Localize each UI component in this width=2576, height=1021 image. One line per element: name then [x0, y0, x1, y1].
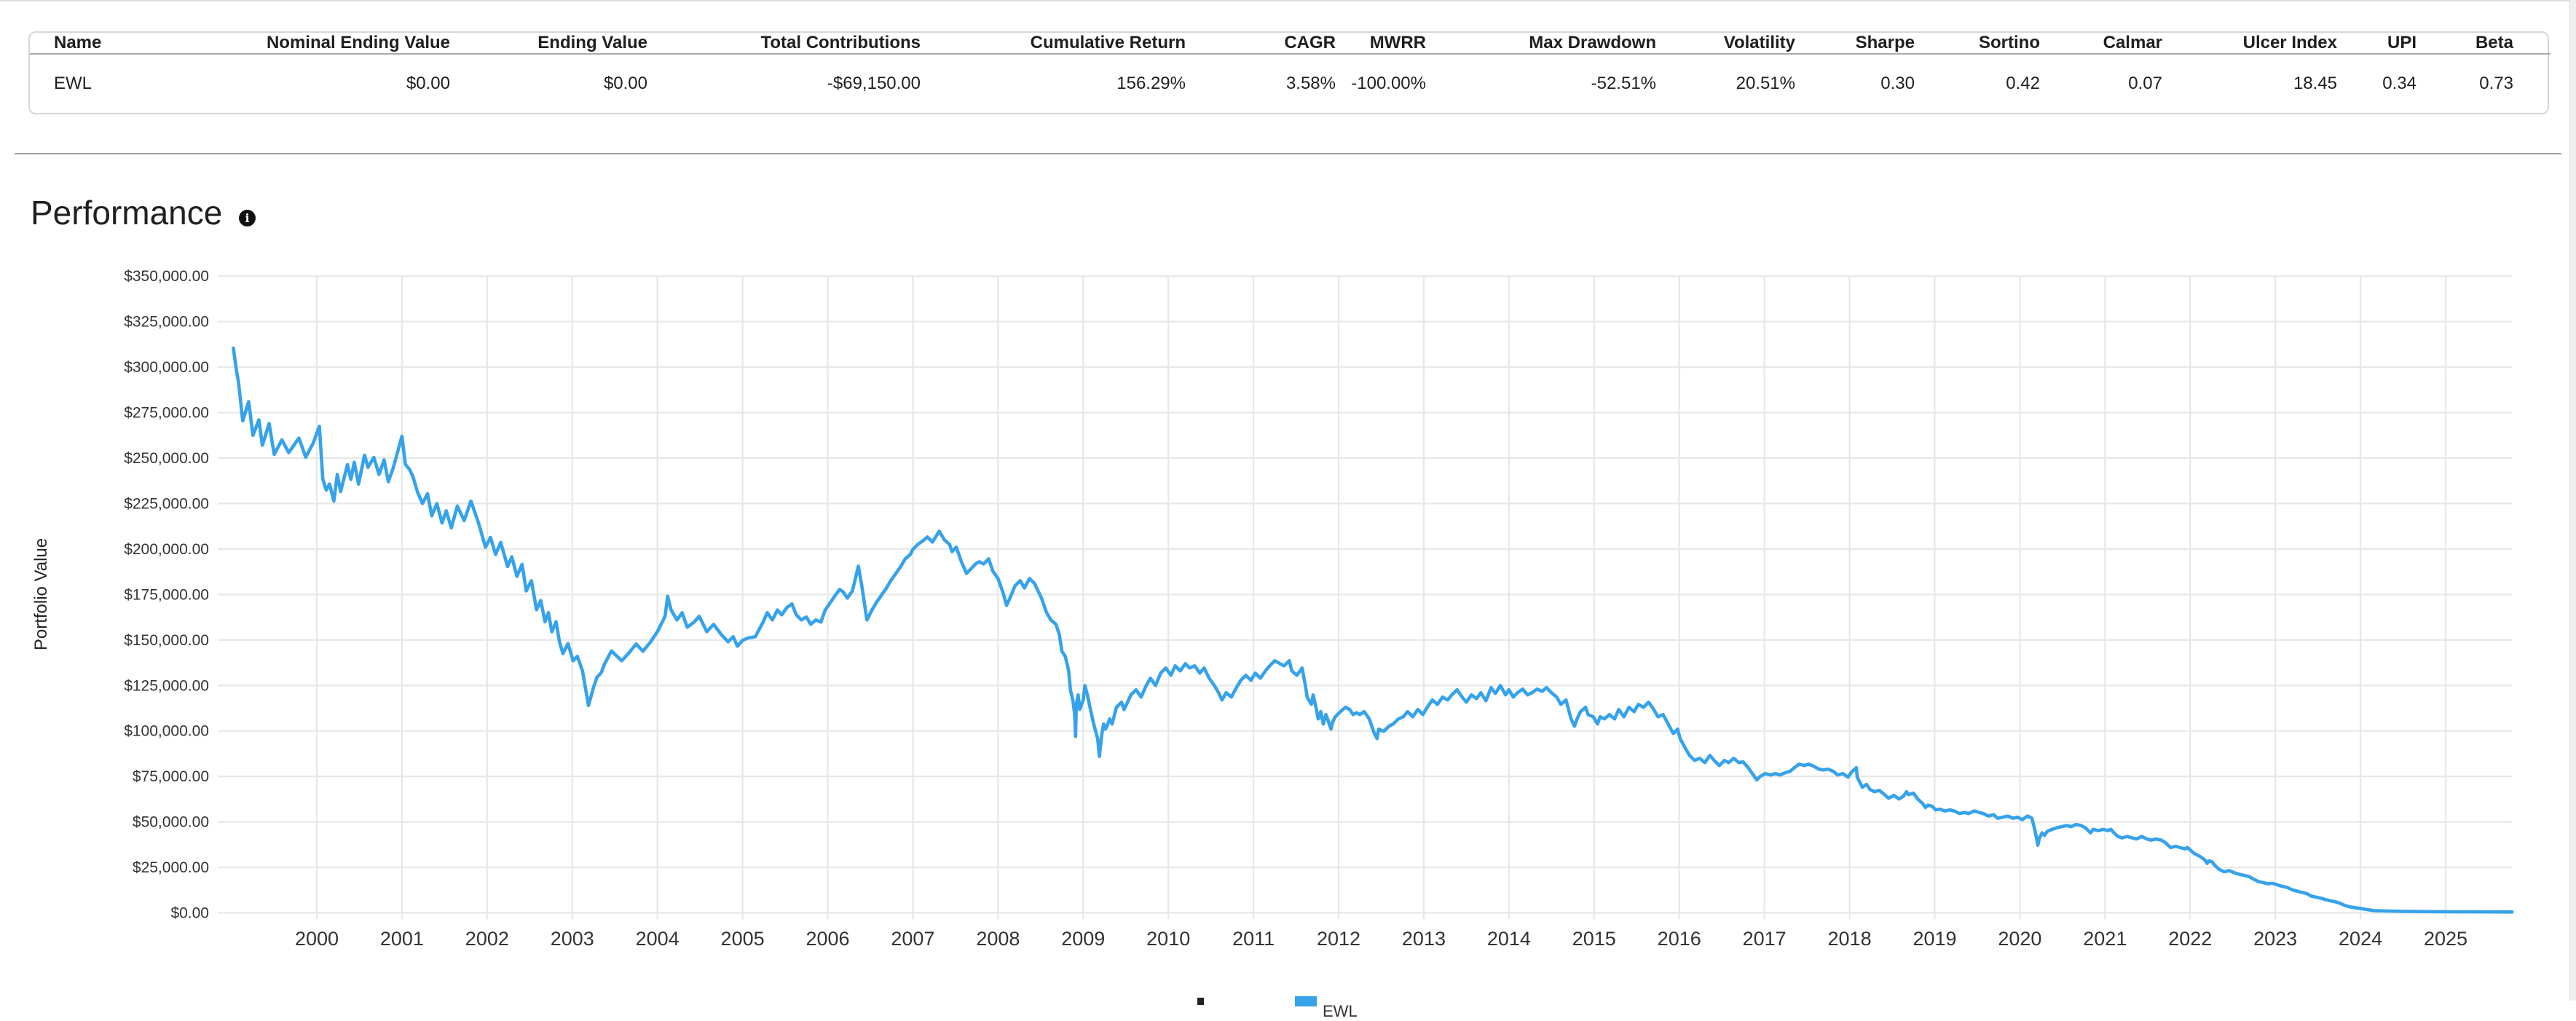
x-tick-label: 2023 — [2253, 928, 2297, 950]
x-tick-label: 2005 — [721, 928, 765, 950]
x-tick-label: 2016 — [1658, 928, 1701, 950]
summary-header-row: Name Nominal Ending Value Ending Value Tota… — [30, 33, 2551, 55]
y-tick-label: $300,000.00 — [124, 359, 209, 376]
summary-cell: EWL — [54, 74, 92, 93]
x-tick-label: 2014 — [1487, 928, 1531, 950]
summary-col-header: UPI — [2337, 33, 2417, 55]
summary-cell: 156.29% — [1116, 74, 1186, 93]
legend-label-ewl[interactable]: EWL — [1323, 1002, 1358, 1020]
x-tick-label: 2003 — [551, 928, 594, 950]
x-tick-label: 2001 — [380, 928, 424, 950]
summary-cell: -52.51% — [1591, 74, 1656, 93]
x-tick-label: 2011 — [1232, 928, 1275, 950]
series-line-ewl[interactable] — [232, 346, 2514, 914]
y-tick-label: $100,000.00 — [124, 723, 209, 740]
gridlines — [218, 275, 2512, 920]
y-tick-label: $200,000.00 — [124, 541, 209, 558]
summary-cell: -$69,150.00 — [827, 74, 921, 93]
y-tick-label: $125,000.00 — [124, 677, 209, 694]
performance-title: Performance — [31, 194, 223, 232]
axis-tick-labels: 2000 2001 2002 2003 2004 2005 2006 2007 2008 2009… — [124, 268, 2467, 950]
legend-swatch-ewl[interactable] — [1295, 996, 1317, 1006]
summary-data-row[interactable]: EWL $0.00 $0.00 -$69,150.00 156.29% 3.58% -100… — [30, 54, 2551, 113]
x-tick-label: 2000 — [295, 928, 339, 950]
y-tick-label: $325,000.00 — [124, 314, 209, 331]
x-tick-label: 2022 — [2168, 928, 2212, 950]
x-tick-label: 2004 — [636, 928, 680, 950]
x-tick-label: 2013 — [1402, 928, 1446, 950]
summary-col-header: Nominal Ending Value — [229, 33, 450, 55]
summary-col-header: Sharpe — [1795, 33, 1915, 55]
vertical-scrollbar[interactable] — [2569, 0, 2576, 1001]
x-tick-label: 2020 — [1998, 928, 2041, 950]
x-tick-label: 2007 — [891, 928, 934, 950]
summary-col-header: Total Contributions — [647, 33, 921, 55]
summary-col-header: Cumulative Return — [921, 33, 1186, 55]
summary-cell: 0.34 — [2382, 74, 2417, 93]
summary-table: Name Nominal Ending Value Ending Value Tota… — [30, 33, 2551, 113]
x-tick-label: 2017 — [1743, 928, 1787, 950]
summary-col-header: Ending Value — [450, 33, 647, 55]
x-tick-label: 2025 — [2424, 928, 2467, 950]
section-divider — [15, 153, 2561, 154]
legend-cut-glyph — [1197, 998, 1204, 1005]
y-axis-title: Portfolio Value — [31, 537, 51, 651]
x-tick-label: 2015 — [1572, 928, 1616, 950]
summary-cell: $0.00 — [406, 74, 450, 93]
y-tick-label: $150,000.00 — [124, 632, 209, 649]
summary-col-header: Name — [30, 33, 229, 55]
summary-col-header: Calmar — [2040, 33, 2162, 55]
summary-cell: 3.58% — [1285, 74, 1336, 93]
x-tick-label: 2009 — [1061, 928, 1105, 950]
summary-cell: -100.00% — [1351, 74, 1426, 93]
info-icon[interactable]: i — [239, 210, 256, 226]
y-tick-label: $275,000.00 — [124, 405, 209, 422]
summary-cell: 0.73 — [2479, 74, 2513, 93]
x-tick-label: 2021 — [2083, 928, 2127, 950]
summary-cell: 20.51% — [1736, 74, 1795, 93]
summary-col-header: CAGR — [1186, 33, 1336, 55]
summary-cell: 0.30 — [1880, 74, 1915, 93]
y-tick-label: $175,000.00 — [124, 586, 209, 603]
performance-chart: 2000 2001 2002 2003 2004 2005 2006 2007 2008 2009… — [0, 248, 2576, 976]
y-tick-label: $75,000.00 — [133, 768, 209, 785]
summary-cell: $0.00 — [603, 74, 647, 93]
x-tick-label: 2010 — [1146, 928, 1190, 950]
x-tick-label: 2024 — [2339, 928, 2382, 950]
y-tick-label: $50,000.00 — [133, 814, 209, 831]
x-tick-label: 2012 — [1317, 928, 1360, 950]
summary-cell: 0.07 — [2128, 74, 2162, 93]
page-top-divider — [0, 0, 2576, 1]
summary-col-header: Ulcer Index — [2162, 33, 2337, 55]
summary-table-card: Name Nominal Ending Value Ending Value Tota… — [28, 31, 2551, 114]
x-tick-label: 2002 — [465, 928, 509, 950]
summary-col-header: Beta — [2417, 33, 2551, 55]
summary-cell: 0.42 — [2006, 74, 2040, 93]
summary-col-header: MWRR — [1336, 33, 1426, 55]
y-tick-label: $250,000.00 — [124, 450, 209, 467]
summary-col-header: Max Drawdown — [1426, 33, 1656, 55]
y-tick-label: $225,000.00 — [124, 495, 209, 512]
x-tick-label: 2006 — [806, 928, 849, 950]
y-tick-label: $350,000.00 — [124, 268, 209, 285]
summary-col-header: Volatility — [1656, 33, 1795, 55]
summary-col-header: Sortino — [1915, 33, 2040, 55]
y-tick-label: $25,000.00 — [133, 859, 209, 876]
x-tick-label: 2018 — [1828, 928, 1872, 950]
x-tick-label: 2019 — [1913, 928, 1956, 950]
summary-cell: 18.45 — [2293, 74, 2337, 93]
y-tick-label: $0.00 — [170, 905, 209, 922]
x-tick-label: 2008 — [976, 928, 1020, 950]
